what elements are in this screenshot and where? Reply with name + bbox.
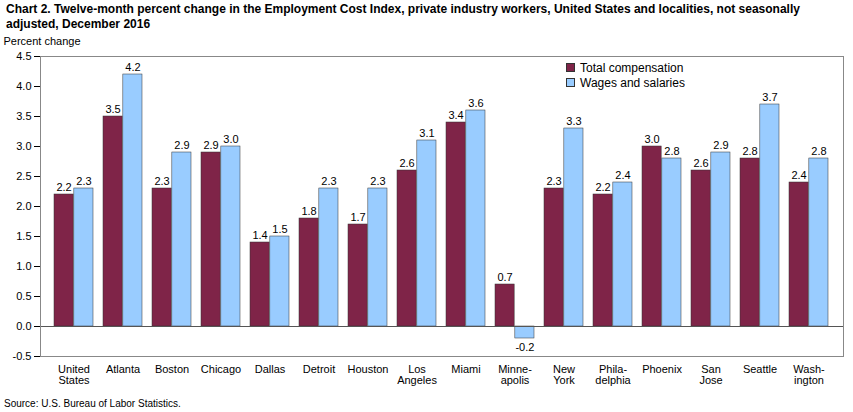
svg-text:4.2: 4.2 — [125, 61, 140, 73]
svg-text:0.7: 0.7 — [497, 271, 512, 283]
svg-text:UnitedStates: UnitedStates — [58, 363, 90, 386]
svg-text:2.2: 2.2 — [56, 181, 71, 193]
svg-text:2.2: 2.2 — [595, 181, 610, 193]
svg-text:2.6: 2.6 — [399, 157, 414, 169]
svg-text:Minne-apolis: Minne-apolis — [498, 363, 532, 386]
svg-text:3.4: 3.4 — [448, 109, 463, 121]
svg-text:Seattle: Seattle — [743, 363, 777, 375]
svg-text:3.1: 3.1 — [419, 127, 434, 139]
svg-text:2.8: 2.8 — [742, 145, 757, 157]
svg-text:-0.5: -0.5 — [13, 350, 32, 362]
svg-text:Dallas: Dallas — [255, 363, 286, 375]
svg-text:2.4: 2.4 — [791, 169, 806, 181]
svg-text:Boston: Boston — [155, 363, 189, 375]
svg-text:3.5: 3.5 — [16, 110, 31, 122]
svg-text:2.8: 2.8 — [664, 145, 679, 157]
svg-text:0.0: 0.0 — [16, 320, 31, 332]
svg-text:Wash-ington: Wash-ington — [793, 363, 825, 386]
svg-text:3.7: 3.7 — [762, 91, 777, 103]
svg-text:NewYork: NewYork — [553, 363, 575, 386]
svg-text:2.9: 2.9 — [203, 139, 218, 151]
svg-text:3.5: 3.5 — [105, 103, 120, 115]
svg-text:Phila-delphia: Phila-delphia — [595, 363, 631, 386]
svg-text:LosAngeles: LosAngeles — [397, 363, 437, 386]
svg-text:Houston: Houston — [348, 363, 389, 375]
svg-text:3.0: 3.0 — [644, 133, 659, 145]
svg-text:2.9: 2.9 — [713, 139, 728, 151]
svg-text:Percent change: Percent change — [4, 35, 81, 47]
svg-text:3.0: 3.0 — [16, 140, 31, 152]
svg-text:2.9: 2.9 — [174, 139, 189, 151]
svg-text:2.3: 2.3 — [76, 175, 91, 187]
svg-text:Miami: Miami — [451, 363, 480, 375]
html-text:Total compensation: Total compensation — [580, 60, 684, 75]
svg-text:2.4: 2.4 — [615, 169, 630, 181]
svg-text:3.6: 3.6 — [468, 97, 483, 109]
svg-text:3.3: 3.3 — [566, 115, 581, 127]
svg-text:2.3: 2.3 — [370, 175, 385, 187]
svg-text:Detroit: Detroit — [303, 363, 335, 375]
svg-text:3.0: 3.0 — [223, 133, 238, 145]
svg-text:SanJose: SanJose — [699, 363, 722, 386]
svg-text:4.5: 4.5 — [16, 50, 31, 62]
svg-text:2.8: 2.8 — [811, 145, 826, 157]
svg-text:2.0: 2.0 — [16, 200, 31, 212]
svg-text:Phoenix: Phoenix — [642, 363, 682, 375]
svg-text:2.3: 2.3 — [321, 175, 336, 187]
svg-text:4.0: 4.0 — [16, 80, 31, 92]
svg-text:2.3: 2.3 — [154, 175, 169, 187]
svg-text:0.5: 0.5 — [16, 290, 31, 302]
svg-text:1.5: 1.5 — [16, 230, 31, 242]
svg-text:-0.2: -0.2 — [515, 341, 534, 353]
svg-text:1.5: 1.5 — [272, 223, 287, 235]
html-text:Wages and salaries: Wages and salaries — [580, 75, 685, 90]
svg-text:2.3: 2.3 — [546, 175, 561, 187]
html-text:Chart 2. Twelve-month percent: Chart 2. Twelve-month percent change in … — [6, 2, 800, 31]
svg-text:1.7: 1.7 — [350, 211, 365, 223]
html-text:Source: U.S. Bureau of Labor S: Source: U.S. Bureau of Labor Statistics. — [4, 398, 181, 409]
svg-text:Chicago: Chicago — [201, 363, 241, 375]
svg-text:2.6: 2.6 — [693, 157, 708, 169]
svg-text:Atlanta: Atlanta — [106, 363, 141, 375]
svg-text:1.0: 1.0 — [16, 260, 31, 272]
svg-text:2.5: 2.5 — [16, 170, 31, 182]
svg-text:1.8: 1.8 — [301, 205, 316, 217]
svg-text:1.4: 1.4 — [252, 229, 267, 241]
